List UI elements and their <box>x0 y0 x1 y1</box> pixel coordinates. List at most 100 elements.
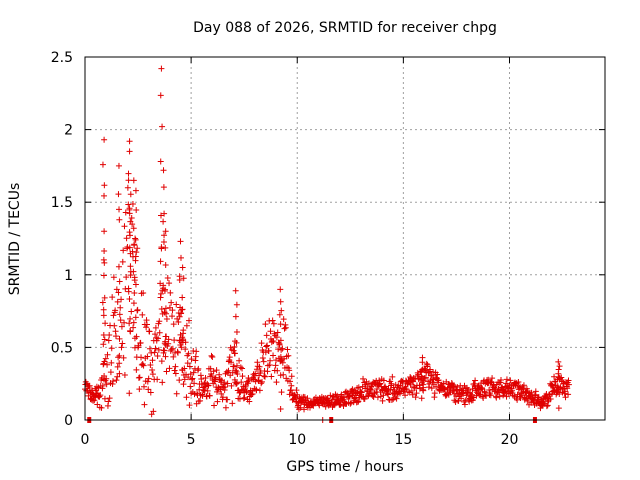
data-point <box>157 158 164 165</box>
data-point <box>151 349 158 356</box>
data-point <box>277 321 284 328</box>
data-point <box>101 228 108 235</box>
data-point <box>189 375 196 382</box>
data-point <box>416 385 423 392</box>
data-point <box>496 393 503 400</box>
data-point <box>120 354 127 361</box>
data-point <box>256 363 263 370</box>
data-point <box>281 325 288 332</box>
x-tick-label: 20 <box>501 432 519 448</box>
data-point <box>105 337 112 344</box>
data-point <box>130 300 137 307</box>
data-point <box>110 378 117 385</box>
data-point <box>277 286 284 293</box>
data-point <box>418 374 425 381</box>
data-point <box>166 365 173 372</box>
data-point <box>264 368 271 375</box>
data-point <box>272 362 279 369</box>
data-point <box>240 395 247 402</box>
data-point <box>134 245 141 252</box>
data-point <box>287 378 294 385</box>
data-point <box>133 366 140 373</box>
data-point <box>162 228 169 235</box>
data-point <box>338 391 345 398</box>
data-point <box>101 192 108 199</box>
data-point <box>556 390 563 397</box>
data-point <box>232 287 239 294</box>
data-point <box>213 367 220 374</box>
data-point <box>110 274 117 281</box>
data-point <box>403 385 410 392</box>
data-point <box>100 312 107 319</box>
data-point <box>117 304 124 311</box>
data-point <box>157 212 164 219</box>
data-point <box>114 298 121 305</box>
data-point <box>227 372 234 379</box>
x-tick-label: 10 <box>288 432 306 448</box>
data-point <box>195 365 202 372</box>
data-point <box>160 218 167 225</box>
data-point <box>238 379 245 386</box>
data-point <box>219 394 226 401</box>
data-point <box>278 357 285 364</box>
data-point <box>260 358 267 365</box>
data-point <box>355 384 362 391</box>
data-point <box>145 386 152 393</box>
data-point <box>365 392 372 399</box>
data-point <box>377 393 384 400</box>
data-point <box>125 170 132 177</box>
data-point <box>222 383 229 390</box>
data-point <box>132 314 139 321</box>
data-point <box>126 148 133 155</box>
data-point <box>200 387 207 394</box>
data-point <box>187 383 194 390</box>
data-point <box>128 308 135 315</box>
data-point <box>177 254 184 261</box>
data-point <box>120 247 127 254</box>
data-point <box>253 366 260 373</box>
data-point <box>274 367 281 374</box>
data-point <box>123 235 130 242</box>
data-point <box>263 343 270 350</box>
data-point <box>157 280 164 287</box>
data-point <box>476 392 483 399</box>
y-tick-label: 2 <box>64 123 73 139</box>
data-point <box>154 376 161 383</box>
data-point <box>126 320 133 327</box>
data-point <box>424 361 431 368</box>
data-point <box>252 370 259 377</box>
data-point <box>113 377 120 384</box>
data-point <box>101 395 108 402</box>
data-point <box>516 384 523 391</box>
x-axis-title: GPS time / hours <box>286 459 403 475</box>
data-point <box>175 319 182 326</box>
data-point <box>269 317 276 324</box>
data-point <box>185 374 192 381</box>
data-point <box>434 371 441 378</box>
data-point <box>183 322 190 329</box>
data-point <box>161 309 168 316</box>
data-point <box>131 344 138 351</box>
data-point <box>169 345 176 352</box>
data-point <box>125 177 132 184</box>
data-point <box>164 274 171 281</box>
data-point <box>183 394 190 401</box>
data-point <box>214 398 221 405</box>
data-point <box>103 381 110 388</box>
data-point <box>176 313 183 320</box>
data-point <box>514 396 521 403</box>
data-point <box>149 357 156 364</box>
data-point <box>186 317 192 324</box>
data-point <box>263 332 270 339</box>
data-point <box>282 324 289 331</box>
data-point <box>139 361 146 368</box>
data-point <box>137 339 144 346</box>
data-point <box>168 346 175 353</box>
data-point <box>131 335 138 342</box>
data-point <box>267 328 274 335</box>
data-point <box>127 263 134 270</box>
data-point <box>131 290 138 297</box>
data-point <box>216 371 223 378</box>
data-point <box>274 329 281 336</box>
data-point <box>465 386 472 393</box>
